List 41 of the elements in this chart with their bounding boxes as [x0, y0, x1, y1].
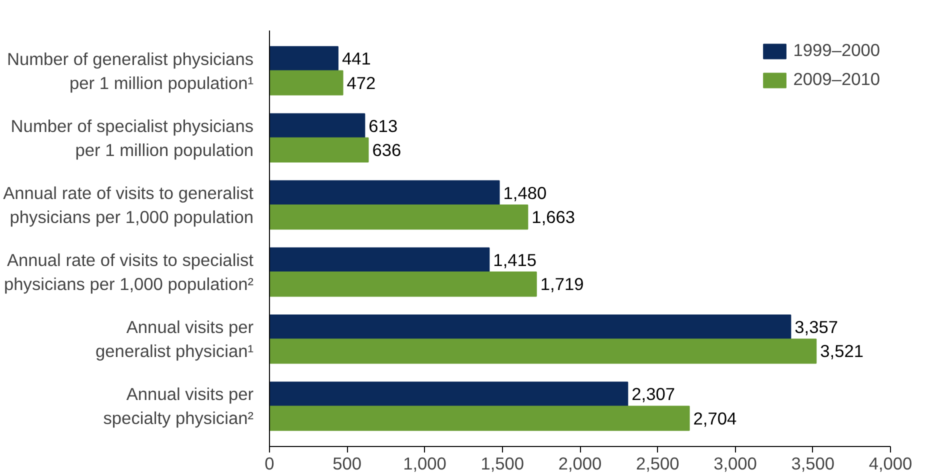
- data-label: 1,663: [532, 207, 576, 228]
- x-tick-label: 4,000: [868, 454, 912, 474]
- data-label: 1,480: [503, 182, 547, 203]
- data-label: 472: [346, 72, 376, 93]
- bar: [270, 406, 690, 431]
- y-tick-label: Number of specialist physicians per 1 million population: [10, 116, 254, 160]
- x-tick-label: 2,000: [558, 454, 602, 474]
- x-tick-label: 0: [264, 454, 274, 474]
- data-label: 1,415: [493, 250, 537, 270]
- bar: [270, 272, 537, 297]
- y-tick-label: Annual rate of visits to generalist physicians per 1,000 population: [3, 182, 254, 227]
- data-label: 3,357: [794, 317, 838, 338]
- y-tick-label: Annual visits per specialty physician²: [103, 384, 254, 428]
- x-tick-label: 3,500: [791, 454, 835, 474]
- bar: [270, 314, 792, 340]
- x-tick-label: 3,000: [714, 454, 757, 474]
- data-label: 2,704: [693, 408, 738, 428]
- legend-label: 2009–2010: [793, 69, 880, 90]
- x-tick-label: 500: [332, 454, 362, 474]
- data-label: 613: [368, 116, 398, 136]
- bar: [270, 382, 628, 407]
- x-tick-label: 1,500: [480, 454, 524, 474]
- data-label: 3,521: [820, 341, 864, 362]
- y-tick-label: Annual visits per generalist physician¹: [96, 317, 254, 362]
- data-label: 2,307: [632, 384, 676, 404]
- data-label: 441: [342, 48, 371, 69]
- y-tick-label: Number of generalist physicians per 1 million population¹: [6, 48, 254, 93]
- x-tick-label: 2,500: [636, 454, 680, 474]
- bar: [270, 137, 369, 163]
- data-label: 636: [372, 140, 402, 160]
- bar: [270, 46, 338, 72]
- bar: [270, 247, 490, 273]
- bar: [270, 338, 817, 364]
- bar: [270, 204, 528, 230]
- data-label: 1,719: [540, 274, 584, 294]
- legend-label: 1999–2000: [793, 40, 880, 61]
- bar: [270, 180, 500, 206]
- x-tick-label: 1,000: [403, 454, 446, 474]
- bar: [270, 113, 366, 138]
- bar: [270, 70, 344, 96]
- y-tick-label: Annual rate of visits to specialist physicians per 1,000 population²: [4, 250, 254, 294]
